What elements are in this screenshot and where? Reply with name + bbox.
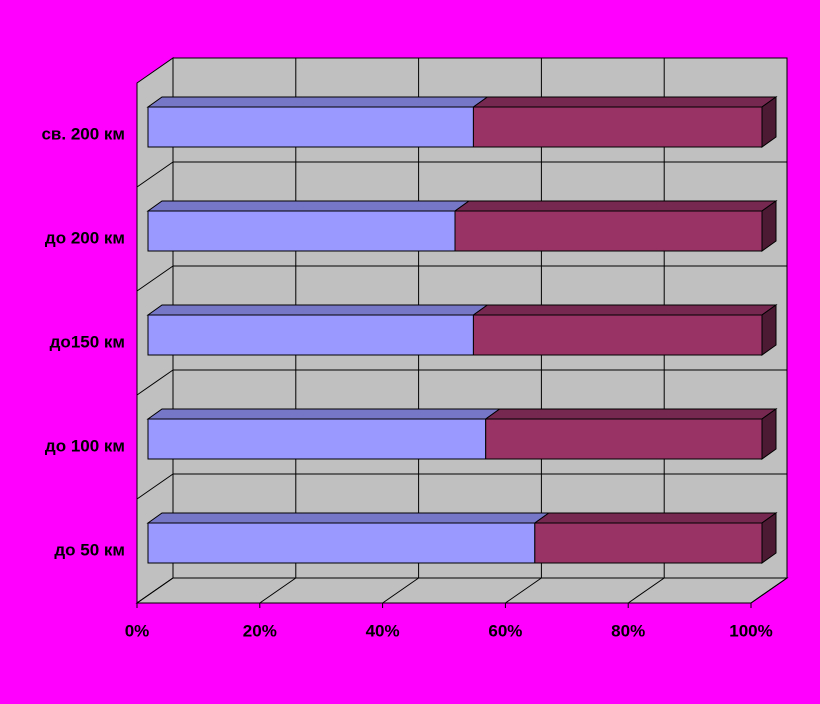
y-tick-label: св. 200 км — [41, 124, 125, 143]
bar — [147, 314, 474, 356]
bar-side — [761, 512, 777, 564]
bar-top — [453, 200, 778, 212]
band-line — [136, 161, 174, 188]
bar-top — [146, 512, 551, 524]
bar — [472, 106, 763, 148]
bar-top — [484, 408, 778, 420]
bar — [472, 314, 763, 356]
y-tick-label: до 50 км — [54, 540, 125, 559]
bar — [147, 522, 536, 564]
x-tick-label: 20% — [243, 621, 277, 640]
y-tick-label: до 200 км — [45, 228, 125, 247]
grid-line — [136, 577, 174, 604]
x-tick-label: 100% — [729, 621, 772, 640]
bar-top — [471, 96, 778, 108]
x-tick-label: 40% — [366, 621, 400, 640]
bar-top — [146, 408, 502, 420]
x-tick-label: 80% — [611, 621, 645, 640]
y-tick-label: до 100 км — [45, 436, 125, 455]
band-line — [136, 473, 174, 500]
floor — [135, 577, 789, 604]
bar-top — [146, 96, 489, 108]
band-line — [136, 369, 174, 396]
bar-side — [761, 96, 777, 148]
grid-line — [259, 577, 297, 604]
bar-top — [471, 304, 778, 316]
bar — [147, 106, 474, 148]
x-tick-label: 0% — [125, 621, 150, 640]
x-tick-label: 60% — [488, 621, 522, 640]
grid-line — [627, 577, 665, 604]
bar — [147, 210, 456, 252]
bar — [534, 522, 763, 564]
bar-side — [761, 408, 777, 460]
bar — [454, 210, 763, 252]
bar — [485, 418, 763, 460]
bar-top — [146, 304, 489, 316]
band-line — [136, 265, 174, 292]
grid-line — [750, 577, 788, 604]
y-tick-label: до150 км — [50, 332, 125, 351]
bar-top — [146, 200, 471, 212]
bar-side — [761, 304, 777, 356]
grid-line — [505, 577, 542, 604]
grid-line — [382, 577, 419, 604]
bar-side — [761, 200, 777, 252]
bar — [147, 418, 487, 460]
bar-top — [533, 512, 778, 524]
